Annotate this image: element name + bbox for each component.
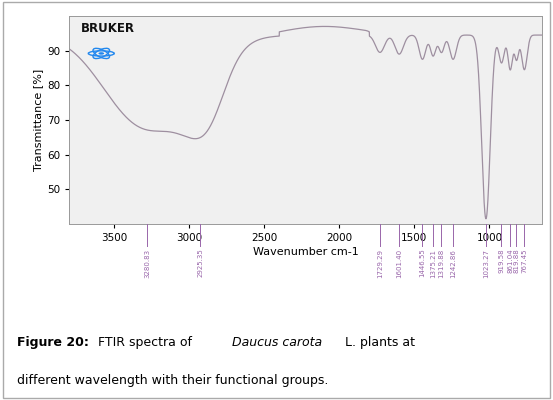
Text: 919.58: 919.58	[498, 249, 504, 273]
Text: 767.45: 767.45	[521, 249, 528, 273]
Text: 1242.86: 1242.86	[450, 249, 456, 278]
Text: 1601.40: 1601.40	[396, 249, 402, 278]
Text: 1729.29: 1729.29	[377, 249, 383, 278]
Text: 1023.27: 1023.27	[483, 249, 489, 278]
Text: 1375.21: 1375.21	[430, 249, 436, 278]
Text: BRUKER: BRUKER	[81, 22, 135, 35]
Text: 1319.88: 1319.88	[439, 249, 445, 278]
Text: 2925.35: 2925.35	[197, 249, 204, 277]
Text: 1446.55: 1446.55	[419, 249, 425, 277]
Text: 861.04: 861.04	[507, 249, 513, 273]
Y-axis label: Transmittance [%]: Transmittance [%]	[33, 69, 43, 171]
Text: 3280.83: 3280.83	[144, 249, 150, 278]
Text: different wavelength with their functional groups.: different wavelength with their function…	[17, 374, 328, 387]
X-axis label: Wavenumber cm-1: Wavenumber cm-1	[253, 247, 358, 257]
Text: L. plants at: L. plants at	[341, 336, 415, 349]
Circle shape	[98, 52, 104, 55]
Text: 819.88: 819.88	[513, 249, 519, 273]
Text: Daucus carota: Daucus carota	[232, 336, 322, 349]
Text: Figure 20:: Figure 20:	[17, 336, 88, 349]
Text: FTIR spectra of: FTIR spectra of	[93, 336, 196, 349]
